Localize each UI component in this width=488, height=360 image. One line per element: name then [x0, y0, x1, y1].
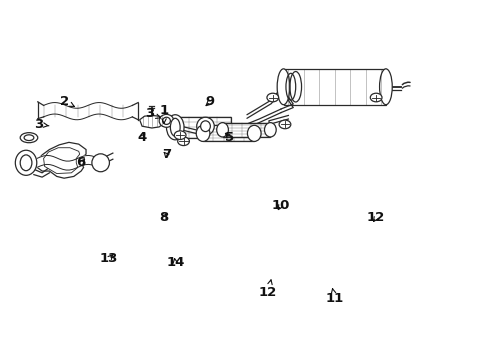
Text: 14: 14	[166, 256, 184, 269]
Text: 10: 10	[271, 199, 290, 212]
Ellipse shape	[174, 131, 185, 139]
Ellipse shape	[200, 121, 210, 132]
Ellipse shape	[159, 114, 173, 127]
Ellipse shape	[170, 118, 180, 136]
Ellipse shape	[247, 125, 261, 141]
Text: 9: 9	[205, 95, 215, 108]
Text: 1: 1	[159, 104, 168, 123]
Polygon shape	[181, 126, 203, 135]
Ellipse shape	[92, 154, 109, 172]
Polygon shape	[283, 69, 385, 105]
Text: 12: 12	[258, 280, 277, 300]
Text: 12: 12	[366, 211, 385, 224]
Ellipse shape	[20, 155, 32, 171]
Ellipse shape	[196, 117, 214, 135]
Polygon shape	[222, 109, 281, 134]
Polygon shape	[37, 142, 86, 178]
Text: 4: 4	[137, 131, 146, 144]
Polygon shape	[43, 148, 80, 174]
Ellipse shape	[369, 93, 381, 102]
Polygon shape	[222, 123, 270, 137]
Text: 5: 5	[225, 131, 234, 144]
Ellipse shape	[196, 125, 209, 141]
Polygon shape	[140, 116, 163, 128]
Ellipse shape	[177, 137, 189, 145]
Ellipse shape	[264, 123, 276, 137]
Ellipse shape	[15, 150, 37, 175]
Text: 8: 8	[159, 211, 168, 224]
Polygon shape	[268, 116, 288, 132]
Ellipse shape	[379, 69, 391, 105]
Polygon shape	[175, 117, 231, 138]
Ellipse shape	[279, 120, 290, 129]
Polygon shape	[203, 125, 254, 141]
Ellipse shape	[216, 123, 228, 137]
Text: 13: 13	[100, 252, 118, 265]
Ellipse shape	[166, 115, 183, 140]
Text: 7: 7	[162, 148, 171, 161]
Ellipse shape	[20, 133, 38, 143]
Text: 2: 2	[60, 95, 74, 108]
Ellipse shape	[277, 69, 289, 105]
Polygon shape	[37, 156, 98, 170]
Text: 3: 3	[34, 118, 49, 131]
Text: 6: 6	[76, 156, 85, 169]
Polygon shape	[246, 85, 283, 118]
Text: 3: 3	[144, 107, 160, 120]
Polygon shape	[281, 90, 293, 113]
Polygon shape	[43, 103, 132, 120]
Ellipse shape	[266, 93, 278, 102]
Text: 11: 11	[325, 289, 343, 305]
